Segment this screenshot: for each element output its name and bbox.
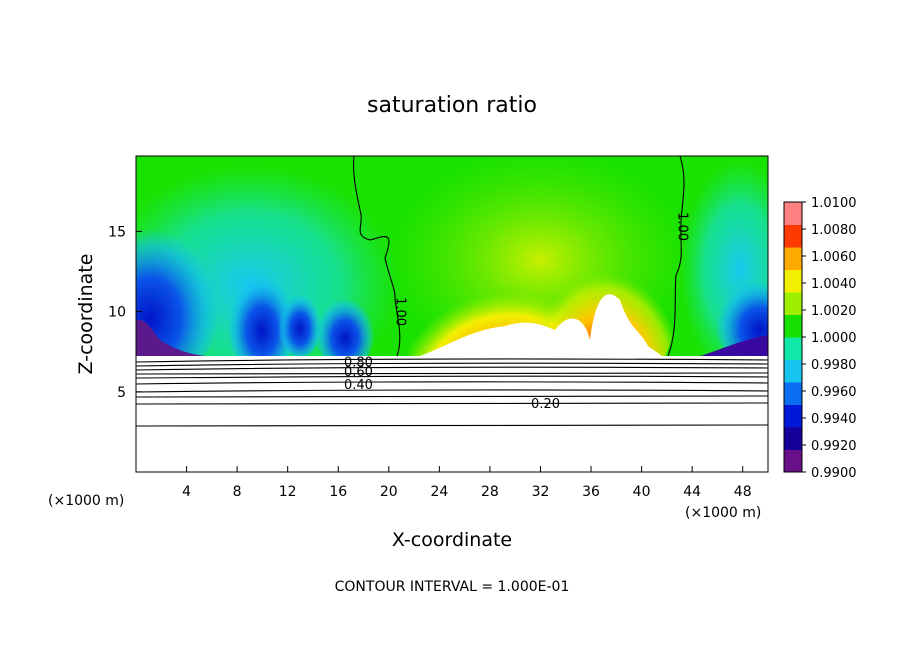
x-tick-label: 40 — [633, 484, 651, 500]
x-tick-label: 28 — [481, 484, 499, 500]
field-blue-16 — [315, 290, 375, 370]
contour-0.40 — [135, 389, 769, 393]
colorbar-swatch — [784, 202, 802, 225]
colorbar-tick-label: 0.9920 — [811, 439, 857, 454]
colorbar-swatch — [784, 404, 802, 428]
colorbar-tick-label: 0.9960 — [811, 385, 857, 400]
x-tick-label: 48 — [734, 484, 752, 500]
x-tick-label: 20 — [380, 484, 398, 500]
x-tick-label: 12 — [279, 484, 297, 500]
x-tick-label: 44 — [683, 484, 701, 500]
colorbar-swatch — [784, 359, 802, 383]
y-tick-label: 5 — [117, 385, 126, 401]
field-white-region — [420, 294, 662, 356]
contour-interval-label: CONTOUR INTERVAL = 1.000E-01 — [335, 579, 570, 595]
contour-label: 0.60 — [344, 365, 373, 380]
x-tick-label: 8 — [233, 484, 242, 500]
x-tick-label: 24 — [430, 484, 448, 500]
colorbar-tick-label: 1.0060 — [811, 250, 857, 265]
y-ticks: 5 10 15 — [108, 224, 142, 401]
plot-area — [136, 156, 768, 472]
colorbar-swatch — [784, 292, 802, 315]
contour-label: 1.00 — [675, 212, 690, 241]
colorbar-swatch — [784, 314, 802, 338]
contour-labels: 1.00 1.00 0.800.600.40 0.20 — [344, 212, 690, 412]
contour-label: 0.20 — [531, 397, 560, 412]
contour-surface — [135, 358, 769, 363]
colorbar-tick-label: 1.0100 — [811, 196, 857, 211]
colorbar-swatch — [784, 337, 802, 360]
x-tick-label: 4 — [182, 484, 191, 500]
colorbar-tick-label: 1.0080 — [811, 223, 857, 238]
x-tick-label: 16 — [329, 484, 347, 500]
x-tick-label: 36 — [582, 484, 600, 500]
plot-frame — [135, 155, 769, 473]
colorbar-swatch — [784, 224, 802, 248]
field-purple-edge-left — [136, 319, 205, 356]
colorbar-swatch — [784, 247, 802, 270]
colorbar-swatch — [784, 269, 802, 293]
colorbar-tick-label: 0.9900 — [811, 466, 857, 481]
colorbar-swatch — [784, 427, 802, 450]
field-purple-edge-right — [700, 335, 768, 356]
x-unit-right: (×1000 m) — [685, 505, 761, 521]
colorbar-tick-label: 0.9940 — [811, 412, 857, 427]
y-tick-label: 10 — [108, 305, 126, 321]
x-axis-title: X-coordinate — [392, 529, 512, 551]
colorbar-tick-label: 1.0040 — [811, 277, 857, 292]
colorbar-tick-label: 0.9980 — [811, 358, 857, 373]
chart-title: saturation ratio — [367, 93, 537, 118]
colorbar-swatch — [784, 449, 802, 473]
contour-0.50 — [135, 381, 769, 385]
contour-0.90 — [135, 362, 769, 367]
colorbar: 0.9900 0.9920 0.9940 0.9960 0.9980 1.0000 1.00… — [783, 196, 857, 481]
field-lower-blank — [136, 356, 768, 472]
x-ticks: 4 8 12 16 20 24 28 32 36 40 44 48 — [182, 466, 752, 500]
colorbar-tick-label: 1.0000 — [811, 331, 857, 346]
contour-1.00-left — [353, 155, 401, 357]
contour-label: 0.40 — [344, 378, 373, 393]
field-blue-12 — [278, 287, 322, 357]
colorbar-swatch — [784, 382, 802, 405]
contour-0.60 — [135, 375, 769, 379]
x-tick-label: 32 — [532, 484, 550, 500]
contour-0.80 — [135, 366, 769, 371]
contour-1.00-right — [667, 155, 685, 357]
colorbar-tick-label: 1.0020 — [811, 304, 857, 319]
x-unit-left: (×1000 m) — [48, 493, 124, 509]
contour-label: 1.00 — [393, 297, 408, 326]
y-axis-title: Z-coordinate — [75, 254, 97, 375]
y-tick-label: 15 — [108, 224, 126, 240]
field-blue-mid — [227, 265, 297, 375]
contour-label: 0.80 — [344, 355, 373, 370]
